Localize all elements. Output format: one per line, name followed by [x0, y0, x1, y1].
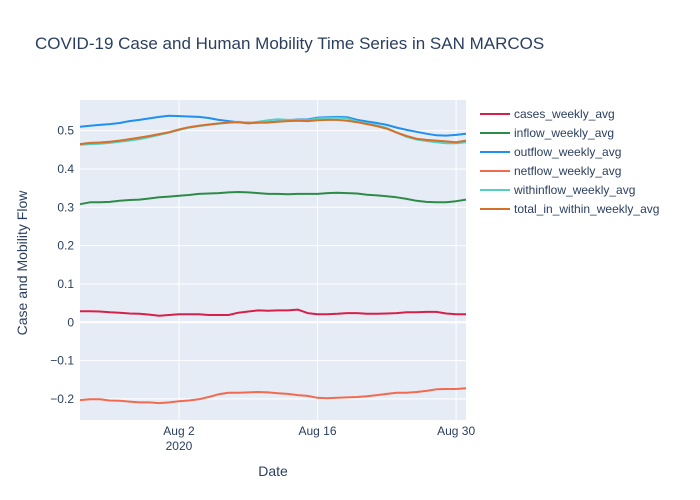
series-lines: [79, 114, 467, 405]
y-tick-label: 0.1: [57, 277, 74, 291]
legend[interactable]: cases_weekly_avg inflow_weekly_avgoutflow…: [480, 107, 659, 216]
plot-area: [80, 100, 466, 420]
gridlines: [80, 100, 466, 420]
y-tick-label: −0.1: [50, 354, 74, 368]
y-axis-title: Case and Mobility Flow: [14, 190, 30, 336]
legend-label: total_in_within_weekly_avg: [514, 202, 659, 216]
y-tick-label: 0: [67, 315, 74, 329]
legend-label: inflow_weekly_avg: [514, 126, 614, 140]
legend-item-total_in_within_weekly_avg[interactable]: total_in_within_weekly_avg: [480, 202, 659, 216]
y-tick-label: 0.4: [57, 162, 74, 176]
y-tick-label: 0.2: [57, 239, 74, 253]
legend-item-withinflow_weekly_avg[interactable]: withinflow_weekly_avg: [480, 183, 635, 197]
series-line-total_in_within_weekly_avg: [79, 118, 467, 146]
y-tick-label: −0.2: [50, 392, 74, 406]
x-tick-label: Aug 16: [299, 424, 337, 438]
legend-label: withinflow_weekly_avg: [513, 183, 635, 197]
x-tick-label: Aug 2: [163, 424, 195, 438]
legend-label: outflow_weekly_avg: [514, 145, 621, 159]
legend-label: cases_weekly_avg: [514, 107, 615, 121]
legend-item-inflow_weekly_avg[interactable]: inflow_weekly_avg: [480, 126, 614, 140]
legend-item-cases_weekly_avg[interactable]: cases_weekly_avg: [480, 107, 615, 121]
legend-item-netflow_weekly_avg[interactable]: netflow_weekly_avg: [480, 164, 621, 178]
series-line-cases_weekly_avg: [80, 308, 466, 317]
chart-title: COVID-19 Case and Human Mobility Time Se…: [35, 34, 545, 53]
y-tick-label: 0.5: [57, 124, 74, 138]
x-tick-sublabel: 2020: [166, 439, 193, 453]
legend-item-outflow_weekly_avg[interactable]: outflow_weekly_avg: [480, 145, 621, 159]
series-line-inflow_weekly_avg: [79, 191, 467, 206]
x-tick-label: Aug 30: [437, 424, 475, 438]
x-axis-title: Date: [258, 463, 288, 479]
y-tick-label: 0.3: [57, 200, 74, 214]
legend-label: netflow_weekly_avg: [514, 164, 621, 178]
series-line-netflow_weekly_avg: [79, 387, 467, 405]
